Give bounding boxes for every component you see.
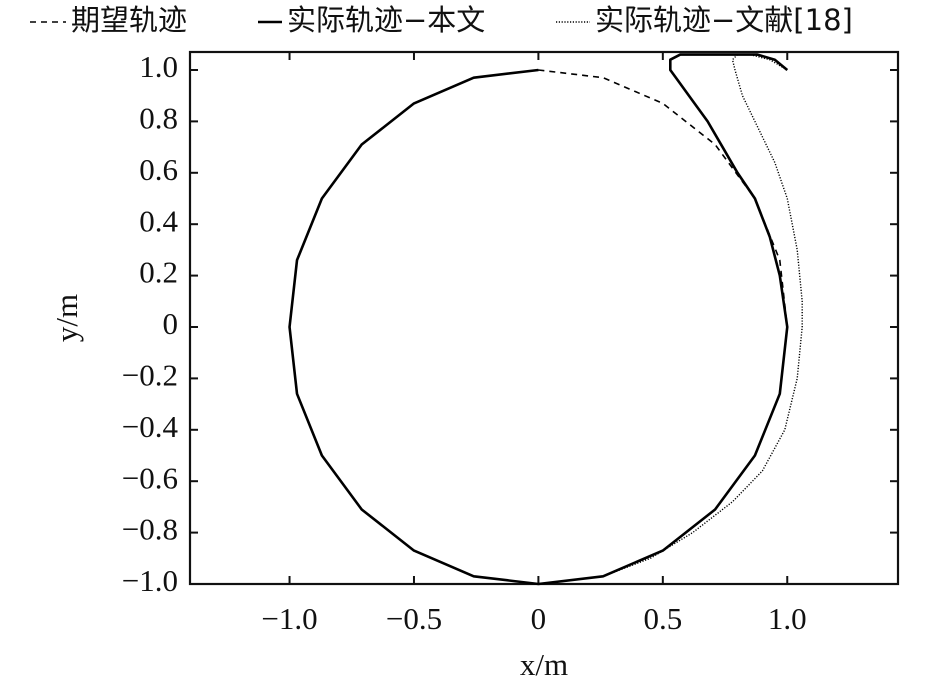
legend: 期望轨迹 实际轨迹−本文 实际轨迹−文献[18] [30, 3, 853, 37]
x-tick-label: 0 [531, 601, 547, 636]
y-tick-label: 0.8 [139, 101, 178, 136]
series-line [288, 53, 803, 585]
y-axis-label: y/m [49, 294, 84, 342]
x-tick-label: 0.5 [643, 601, 682, 636]
y-tick-label: 0.4 [139, 203, 178, 238]
x-axis-label: x/m [520, 647, 568, 682]
y-tick-label: 1.0 [139, 49, 178, 84]
plot-frame [188, 50, 900, 586]
x-tick-label: −1.0 [261, 601, 317, 636]
y-tick-label: −0.4 [122, 409, 179, 444]
y-tick-label: −0.6 [122, 460, 178, 495]
y-tick-label: 0.2 [139, 255, 178, 290]
legend-label: 实际轨迹−本文 [287, 3, 485, 37]
y-tick-label: 0.6 [139, 152, 178, 187]
x-tick-label: −0.5 [386, 601, 442, 636]
series-line [288, 53, 789, 586]
y-tick-label: −0.8 [122, 512, 178, 547]
y-tick-label: 0 [163, 306, 179, 341]
series-line [288, 69, 789, 585]
y-tick-label: −1.0 [122, 563, 178, 598]
y-tick-label: −0.2 [122, 358, 178, 393]
legend-label: 期望轨迹 [71, 3, 187, 37]
legend-label: 实际轨迹−文献[18] [595, 3, 853, 37]
x-tick-label: 1.0 [768, 601, 807, 636]
